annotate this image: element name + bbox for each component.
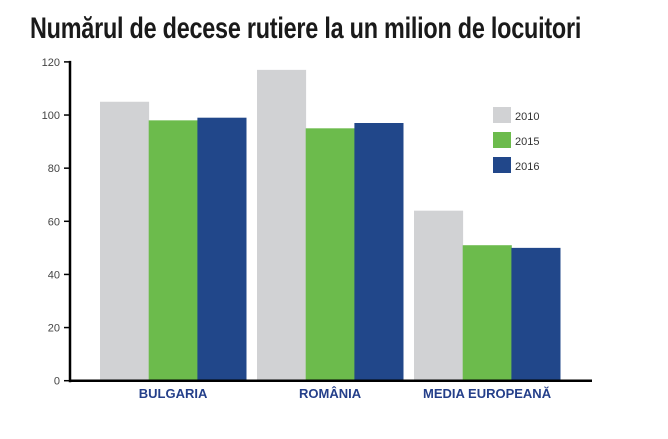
chart-title: Numărul de decese rutiere la un milion d… [30,12,582,45]
bar-2015-1 [305,128,355,381]
y-tick-label: 80 [48,163,60,175]
legend-swatch-2016 [493,157,511,173]
bar-2010-1 [257,69,307,381]
legend-label: 2010 [515,111,539,123]
bar-2016-1 [354,123,404,381]
y-tick-label: 60 [48,216,60,228]
y-tick-label: 120 [42,57,60,69]
legend-swatch-2015 [493,132,511,148]
category-label: ROMÂNIA [299,386,362,401]
legend-swatch-2010 [493,107,511,123]
y-tick-label: 40 [48,269,60,281]
category-label: MEDIA EUROPEANĂ [423,386,552,401]
bar-2016-2 [511,247,561,381]
bar-2015-0 [148,120,198,381]
legend-label: 2015 [515,136,539,148]
y-tick-label: 100 [42,110,60,122]
legend-label: 2016 [515,161,539,173]
category-label: BULGARIA [139,386,208,401]
bar-2015-2 [462,245,512,381]
bar-2010-0 [100,101,150,381]
y-tick-label: 0 [54,376,60,388]
bar-2010-2 [414,210,464,381]
y-tick-label: 20 [48,323,60,335]
bar-2016-0 [197,117,247,381]
